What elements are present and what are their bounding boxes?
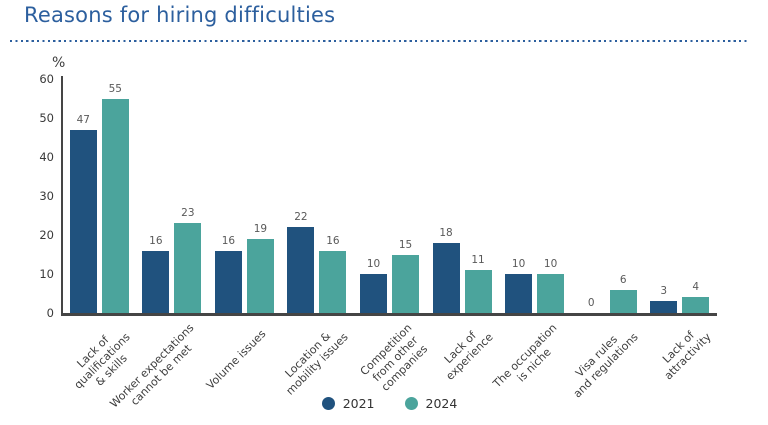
bar-2024-7 xyxy=(609,289,637,313)
bar-2021-5 xyxy=(432,242,460,313)
bar-value-label: 47 xyxy=(76,113,90,126)
bar-2024-1 xyxy=(174,223,202,313)
chart-title: Reasons for hiring difficulties xyxy=(24,3,336,27)
bar-2021-3 xyxy=(287,227,315,313)
y-axis-tick-label: 50 xyxy=(39,111,54,125)
bar-2024-5 xyxy=(464,270,492,313)
bar-2024-0 xyxy=(101,98,129,313)
bar-value-label: 10 xyxy=(543,258,558,270)
bar-2024-8 xyxy=(682,297,710,313)
legend-dot-2024 xyxy=(404,397,418,410)
y-axis-tick-label: 10 xyxy=(39,267,54,281)
bar-2021-0 xyxy=(69,129,97,313)
bar-2021-2 xyxy=(214,250,242,313)
bar-2021-4 xyxy=(360,274,387,313)
x-axis-line xyxy=(61,313,717,316)
legend-label-2024: 2024 xyxy=(425,396,458,411)
bar-2024-6 xyxy=(537,274,565,313)
legend-label-2021: 2021 xyxy=(342,396,375,411)
legend-dot-2021 xyxy=(321,397,335,410)
bar-value-label: 16 xyxy=(149,234,163,247)
bar-value-label: 55 xyxy=(108,82,122,95)
chart-legend: 2021 2024 xyxy=(63,396,716,411)
bar-value-label: 3 xyxy=(660,285,668,298)
bar-value-label: 6 xyxy=(619,273,627,286)
y-axis-tick-label: 40 xyxy=(39,150,54,164)
bar-value-label: 22 xyxy=(294,211,308,224)
x-axis-category-label: Lack of attractivity xyxy=(659,328,714,383)
bar-2024-3 xyxy=(319,250,347,313)
bar-value-label: 16 xyxy=(326,234,340,247)
bar-2024-2 xyxy=(246,238,274,313)
bar-2024-4 xyxy=(392,254,419,313)
y-axis-tick-label: 0 xyxy=(46,306,54,320)
bar-value-label: 18 xyxy=(439,226,453,239)
legend-item-2024: 2024 xyxy=(404,396,458,411)
y-axis-unit-label: % xyxy=(52,55,66,71)
bar-value-label: 15 xyxy=(398,238,413,251)
dotted-divider xyxy=(10,40,750,43)
y-axis-tick-label: 60 xyxy=(39,72,54,86)
bar-value-label: 19 xyxy=(253,222,268,235)
bar-value-label: 10 xyxy=(511,258,526,270)
bar-2021-1 xyxy=(142,250,170,313)
bar-2021-6 xyxy=(505,274,533,313)
bar-value-label: 4 xyxy=(692,281,700,294)
y-axis-tick-label: 30 xyxy=(39,189,54,203)
legend-item-2021: 2021 xyxy=(321,396,375,411)
y-axis-line xyxy=(61,76,63,315)
bar-value-label: 0 xyxy=(587,297,595,309)
bar-value-label: 11 xyxy=(471,254,485,267)
y-axis-tick-label: 20 xyxy=(39,228,54,242)
bar-2021-8 xyxy=(650,301,678,313)
bar-value-label: 16 xyxy=(221,234,236,247)
bar-value-label: 10 xyxy=(366,258,381,270)
bar-value-label: 23 xyxy=(181,207,195,220)
